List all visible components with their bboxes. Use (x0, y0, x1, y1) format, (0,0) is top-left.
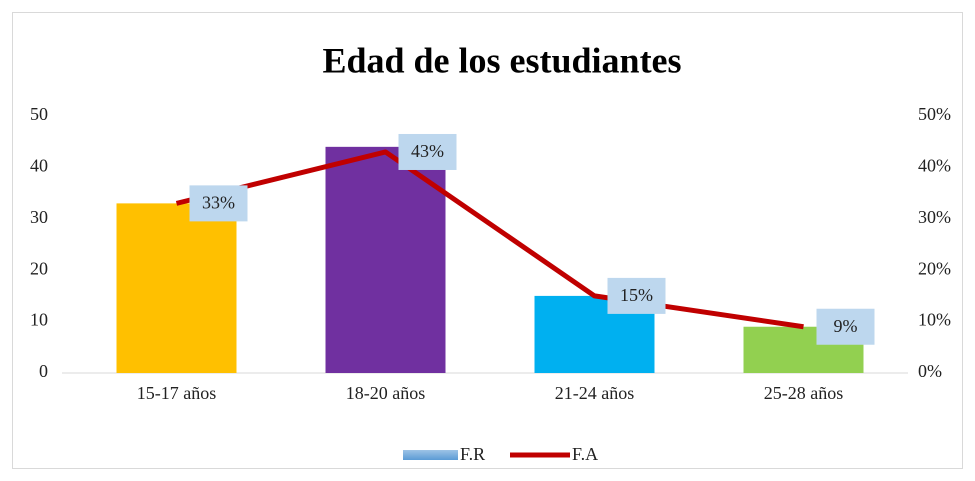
y2-tick-label: 40% (918, 156, 951, 176)
data-label: 43% (411, 141, 444, 161)
y2-tick-label: 20% (918, 258, 951, 278)
chart-title: Edad de los estudiantes (322, 40, 681, 80)
data-label-box (398, 133, 457, 170)
y-tick-label: 50 (30, 104, 48, 124)
legend-label: F.R (460, 444, 485, 464)
data-label-box (607, 277, 666, 314)
y-tick-label: 0 (39, 361, 48, 381)
x-tick-label: 15-17 años (137, 383, 217, 403)
bar (325, 146, 446, 373)
y-tick-label: 30 (30, 207, 48, 227)
y-tick-label: 40 (30, 156, 48, 176)
legend-swatch (403, 450, 458, 460)
data-label-box (189, 185, 248, 222)
x-tick-label: 21-24 años (555, 383, 635, 403)
data-label: 9% (834, 316, 858, 336)
data-label-box (816, 308, 875, 345)
y-tick-label: 10 (30, 310, 48, 330)
y2-tick-label: 30% (918, 207, 951, 227)
line (175, 149, 804, 330)
y2-tick-label: 0% (918, 361, 942, 381)
y2-tick-label: 50% (918, 104, 951, 124)
y2-tick-label: 10% (918, 310, 951, 330)
bar (116, 203, 237, 373)
data-label: 15% (620, 285, 653, 305)
legend-label: F.A (572, 444, 598, 464)
x-tick-label: 25-28 años (764, 383, 844, 403)
y-tick-label: 20 (30, 258, 48, 278)
x-tick-label: 18-20 años (346, 383, 426, 403)
data-label: 33% (202, 193, 235, 213)
